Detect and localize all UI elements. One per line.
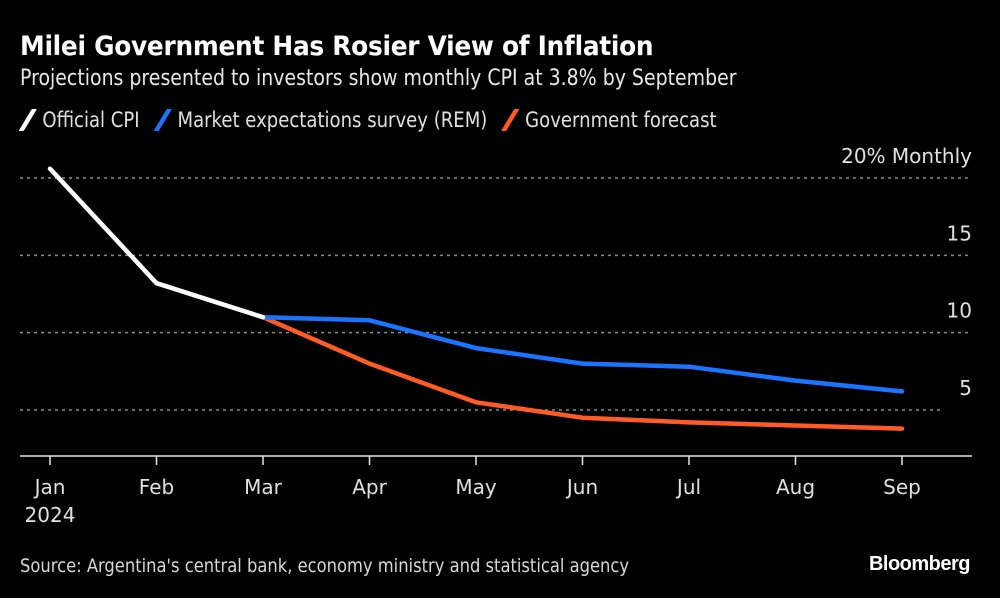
source-note: Source: Argentina's central bank, econom…	[20, 555, 630, 577]
series-line-official-cpi	[47, 166, 266, 320]
y-tick-label: 15	[947, 221, 972, 245]
y-axis-labels: 5 10 15 20% Monthly	[841, 144, 972, 400]
legend: Official CPI Market expectations survey …	[18, 108, 732, 132]
x-tick-label: May	[455, 475, 497, 499]
x-tick-label: Jan	[33, 475, 66, 499]
x-tick-label: Feb	[139, 475, 174, 499]
legend-label: Government forecast	[525, 108, 717, 132]
x-tick-label: Sep	[883, 475, 921, 499]
x-tick-label: Jul	[675, 475, 701, 499]
bloomberg-logo: Bloomberg	[868, 553, 971, 575]
x-axis: Jan Feb Mar Apr May Jun Jul Aug Sep 2024	[25, 456, 921, 527]
x-tick-label: Aug	[776, 475, 815, 499]
gridlines	[20, 177, 972, 411]
legend-item-official-cpi: Official CPI	[18, 108, 140, 132]
legend-label: Market expectations survey (REM)	[177, 108, 488, 132]
series-line-government-forecast	[260, 314, 905, 431]
y-tick-label: 10	[947, 299, 972, 323]
x-tick-label: Mar	[244, 475, 283, 499]
x-year-label: 2024	[25, 503, 76, 527]
legend-item-rem: Market expectations survey (REM)	[153, 108, 488, 132]
y-tick-label: 20% Monthly	[841, 144, 972, 168]
x-tick-label: Apr	[352, 475, 387, 499]
chart-subtitle: Projections presented to investors show …	[20, 66, 737, 91]
x-tick-label: Jun	[565, 475, 598, 499]
series-lines	[47, 166, 905, 431]
legend-item-government-forecast: Government forecast	[501, 108, 717, 132]
series-line-market-expectations-survey-rem	[260, 314, 905, 394]
chart-title: Milei Government Has Rosier View of Infl…	[20, 31, 654, 62]
legend-label: Official CPI	[42, 108, 140, 132]
y-tick-label: 5	[959, 376, 972, 400]
